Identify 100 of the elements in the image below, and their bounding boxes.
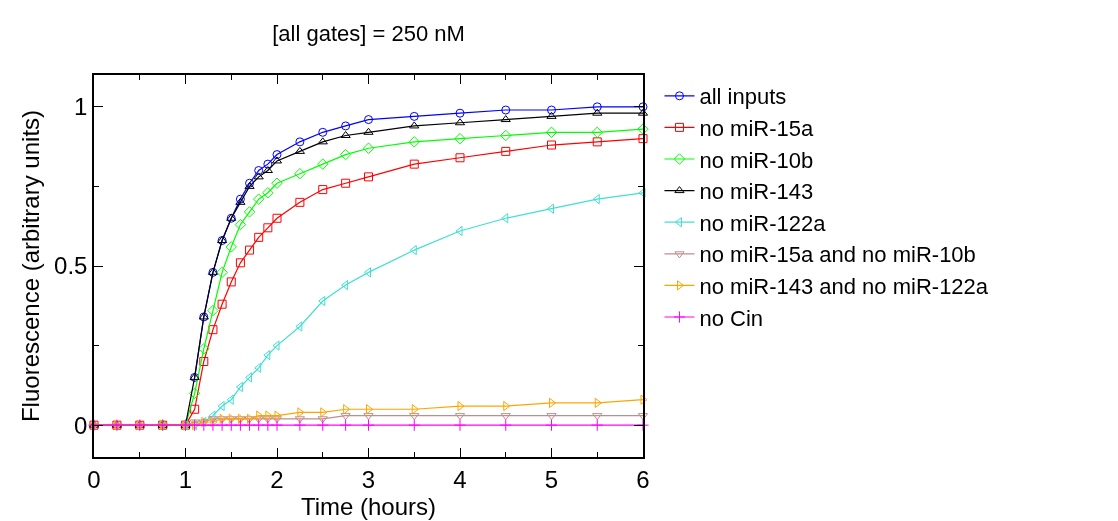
x-tick-label: 4 [453, 465, 467, 493]
point [363, 413, 374, 421]
point [252, 419, 265, 432]
point [501, 146, 511, 156]
point [316, 419, 329, 432]
point [216, 419, 229, 432]
point [295, 321, 303, 332]
point [454, 132, 466, 145]
point [225, 419, 238, 432]
point [254, 232, 264, 242]
point [188, 387, 201, 400]
point [408, 419, 421, 432]
x-tick-label: 1 [178, 465, 193, 493]
point [198, 343, 210, 355]
point [317, 137, 328, 145]
point [637, 123, 649, 135]
legend-label: no miR-143 and no miR-122a [699, 273, 989, 299]
point [245, 245, 255, 255]
point [501, 213, 509, 224]
point [546, 111, 557, 119]
point [455, 153, 465, 163]
point [243, 419, 256, 432]
point [318, 185, 328, 195]
point [295, 197, 305, 207]
point [594, 397, 602, 408]
point [254, 166, 264, 175]
point [272, 340, 280, 351]
y-tick-label: 1 [74, 93, 88, 121]
point [408, 136, 420, 148]
point [262, 416, 273, 424]
point [320, 407, 328, 418]
point [362, 142, 375, 154]
point [261, 419, 274, 432]
point [270, 419, 284, 432]
point [317, 158, 329, 170]
point [235, 258, 245, 268]
point [263, 159, 273, 169]
point [409, 121, 420, 129]
point [317, 416, 328, 424]
point [217, 299, 227, 309]
point [547, 140, 556, 150]
point [592, 413, 603, 421]
legend-label: no miR-15a and no miR-10b [699, 242, 976, 268]
point [409, 111, 419, 121]
point [206, 419, 220, 432]
point [272, 150, 282, 160]
point [234, 419, 247, 432]
point [640, 394, 648, 405]
point [591, 419, 604, 432]
legend-label: no miR-10b [699, 147, 814, 173]
point [253, 416, 264, 424]
point [341, 121, 351, 131]
point [638, 102, 648, 112]
point [592, 137, 602, 147]
point [592, 108, 603, 116]
point [547, 105, 556, 115]
point [638, 187, 646, 198]
point [199, 357, 209, 366]
point [274, 410, 282, 421]
legend-label: all inputs [699, 84, 787, 110]
x-tick-label: 2 [270, 465, 284, 493]
x-axis-title: Time (hours) [300, 492, 437, 520]
point [295, 137, 305, 147]
point [455, 108, 465, 118]
point [500, 413, 511, 421]
point [592, 194, 600, 205]
point [362, 419, 375, 432]
point [545, 126, 558, 138]
chart-title: [all gates] = 250 nM [272, 21, 465, 47]
legend-label: no miR-122a [699, 210, 827, 236]
point [453, 419, 467, 432]
point [293, 419, 306, 432]
point [343, 404, 351, 415]
point [339, 419, 352, 432]
point [500, 129, 512, 142]
point [254, 362, 262, 373]
point [256, 410, 264, 421]
point [409, 413, 420, 421]
point [545, 419, 558, 432]
point [341, 178, 351, 188]
point [499, 419, 512, 432]
point [190, 404, 200, 414]
point [197, 419, 210, 432]
point [253, 193, 265, 205]
point [592, 102, 602, 112]
point [500, 115, 511, 123]
point [318, 127, 328, 137]
point [263, 350, 271, 361]
point [297, 407, 305, 418]
point [294, 167, 306, 180]
point [411, 404, 419, 415]
point [591, 126, 603, 138]
point [638, 134, 648, 144]
point [271, 177, 283, 189]
point [243, 206, 256, 218]
legend-label: no Cin [699, 305, 764, 331]
point [265, 410, 273, 421]
point [245, 372, 253, 383]
point [263, 223, 273, 233]
x-tick-label: 6 [636, 465, 650, 493]
